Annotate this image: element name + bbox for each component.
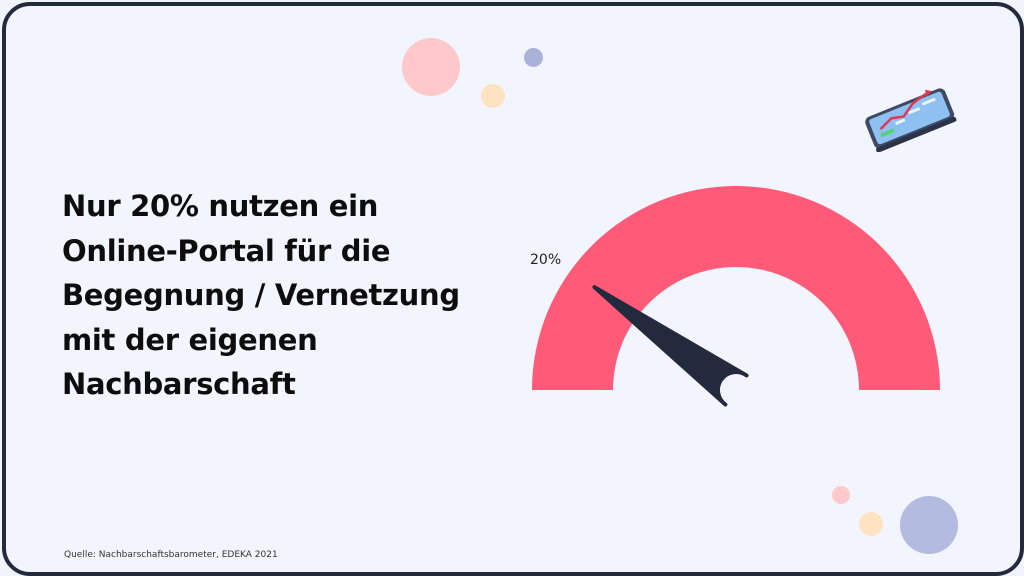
source-note: Quelle: Nachbarschaftsbarometer, EDEKA 2… <box>64 550 278 560</box>
decor-bubble-orange-small <box>481 84 505 108</box>
decor-bubble-blue-large <box>900 496 958 554</box>
decor-bubble-blue-small <box>524 48 543 67</box>
headline: Nur 20% nutzen ein Online-Portal für die… <box>62 189 460 401</box>
gauge-needle <box>592 285 749 407</box>
gauge-chart <box>532 186 940 407</box>
decor-bubble-pink-large <box>402 38 460 96</box>
gauge-value-label: 20% <box>530 252 562 268</box>
gauge-arc <box>532 186 940 390</box>
decor-bubble-pink-small <box>832 486 850 504</box>
decor-bubble-orange-medium <box>859 512 883 536</box>
smartphone-chart-icon <box>865 88 957 152</box>
